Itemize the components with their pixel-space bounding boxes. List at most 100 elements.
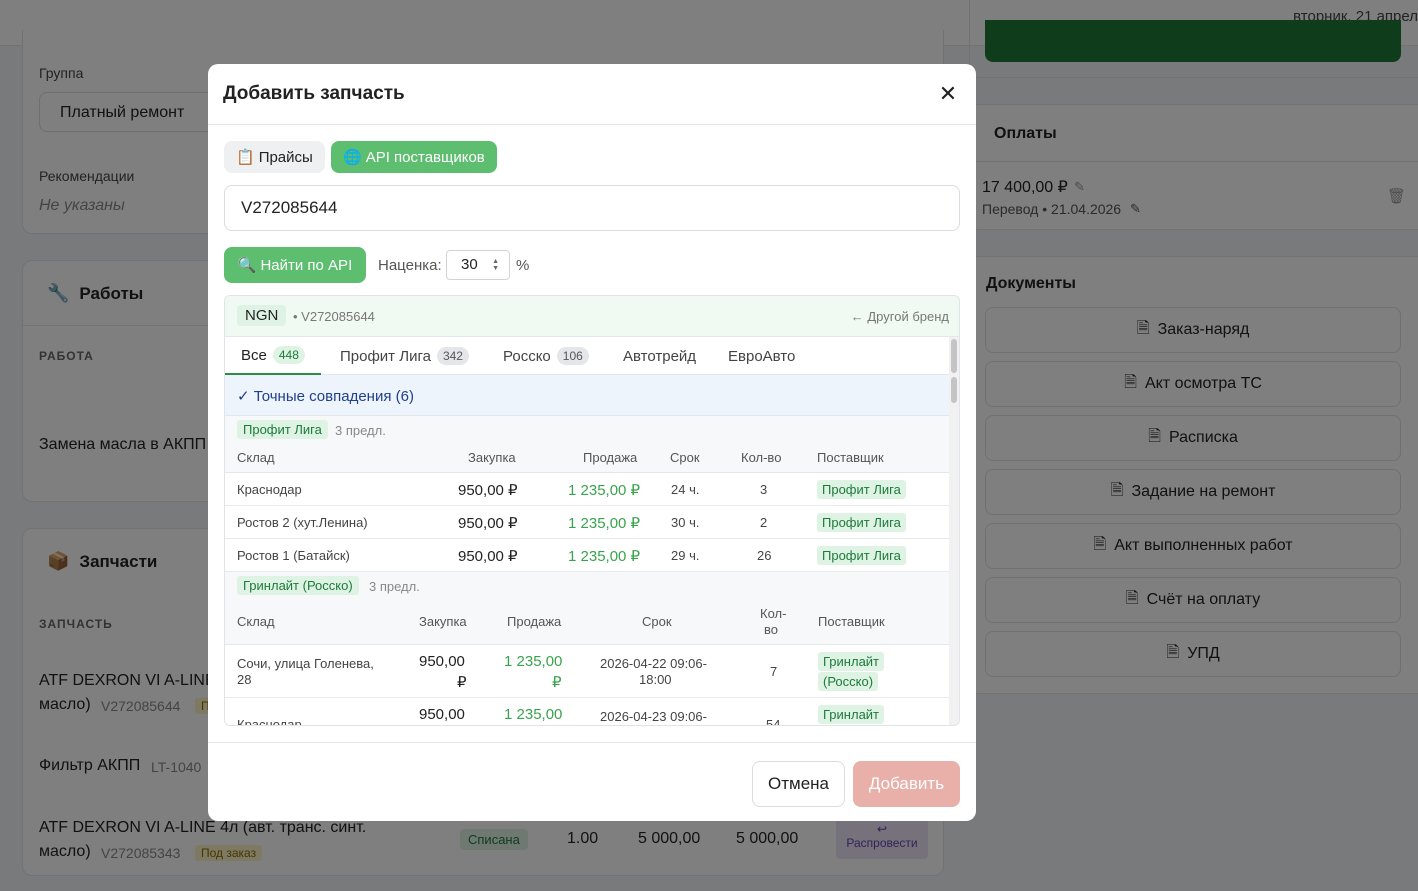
supplier-group-name: Профит Лига [237, 420, 328, 439]
quantity: 7 [770, 664, 778, 679]
warehouse: Ростов 2 (хут.Ленина) [237, 515, 368, 530]
purchase-price: 950,00 ₽ [458, 548, 518, 565]
markup-value: 30 [461, 256, 478, 273]
modal-footer: Отмена Добавить [208, 742, 976, 821]
brand-header: NGN • V272085644 ← Другой бренд [225, 296, 959, 337]
quantity: 26 [757, 548, 772, 563]
term-cont: 18:00 [639, 672, 672, 687]
results-scrollbar[interactable] [949, 337, 959, 725]
col-supplier: Поставщик [817, 450, 884, 465]
sale-price: 1 235,00 [504, 706, 563, 723]
col-purchase: Закупка [468, 450, 516, 465]
add-button[interactable]: Добавить [853, 761, 960, 807]
scrollbar-thumb-inner[interactable] [951, 377, 957, 403]
col-sale: Продажа [583, 450, 638, 465]
tab-rossko[interactable]: Росско 106 [487, 337, 605, 375]
tab-api-label: API поставщиков [365, 148, 485, 166]
supplier-badge-cont: (Росско) [818, 672, 879, 691]
markup-label: Наценка: [378, 257, 442, 274]
offer-count: 3 предл. [335, 423, 386, 438]
column-headers: Склад Закупка Продажа Срок Кол-во Постав… [225, 444, 951, 473]
supplier-tabs: Все 448 Профит Лига 342 Росско 106 Автот… [225, 337, 951, 375]
tab-all[interactable]: Все 448 [225, 337, 321, 375]
tab-supplier-api[interactable]: 🌐 API поставщиков [331, 141, 497, 173]
tab-count: 342 [436, 347, 469, 365]
term: 29 ч. [671, 548, 700, 563]
col-warehouse: Склад [237, 450, 275, 465]
sale-price: 1 235,00 ₽ [568, 548, 641, 565]
tab-label: ЕвроАвто [728, 347, 796, 365]
supplier-badge: Гринлайт [818, 652, 885, 671]
tab-label: Все [241, 346, 267, 364]
quantity: 3 [760, 482, 768, 497]
globe-icon: 🌐 [343, 149, 362, 166]
warehouse-cont: 28 [237, 672, 252, 687]
col-term: Срок [642, 614, 672, 629]
offer-row[interactable]: Краснодар 950,00 1 235,00 2026-04-23 09:… [225, 698, 951, 726]
warehouse: Краснодар [237, 482, 302, 497]
find-button-label: Найти по API [260, 256, 353, 274]
col-warehouse: Склад [237, 614, 275, 629]
term: 2026-04-23 09:06- [600, 709, 707, 724]
supplier-group-name: Гринлайт (Росско) [237, 576, 359, 595]
tab-count: 448 [272, 346, 305, 364]
sale-price: 1 235,00 ₽ [568, 515, 641, 532]
purchase-price: 950,00 ₽ [458, 482, 518, 499]
tab-profit-liga[interactable]: Профит Лига 342 [324, 337, 485, 375]
modal-header: Добавить запчасть ✕ [208, 64, 976, 125]
markup-input[interactable]: 30 ▲ ▼ [446, 250, 510, 280]
brand-article: • V272085644 [293, 309, 375, 324]
purchase-price: 950,00 [419, 653, 465, 670]
term: 24 ч. [671, 482, 700, 497]
col-qty: Кол-во [741, 450, 782, 465]
term: 2026-04-22 09:06- [600, 656, 707, 671]
modal-title: Добавить запчасть [223, 83, 405, 104]
purchase-price: 950,00 [419, 706, 465, 723]
purchase-price: 950,00 ₽ [458, 515, 518, 532]
col-term: Срок [670, 450, 700, 465]
offer-count: 3 предл. [369, 579, 420, 594]
supplier-badge: Профит Лига [817, 546, 906, 565]
supplier-badge: Профит Лига [817, 513, 906, 532]
offer-row[interactable]: Ростов 1 (Батайск) 950,00 ₽ 1 235,00 ₽ 2… [225, 539, 951, 572]
offer-row[interactable]: Ростов 2 (хут.Ленина) 950,00 ₽ 1 235,00 … [225, 506, 951, 539]
stepper-arrows-icon[interactable]: ▲ ▼ [492, 258, 499, 272]
offer-row[interactable]: Краснодар 950,00 ₽ 1 235,00 ₽ 24 ч. 3 Пр… [225, 473, 951, 506]
tab-label: Росско [503, 347, 551, 365]
clipboard-icon: 📋 [236, 149, 255, 166]
col-purchase: Закупка [419, 614, 467, 629]
col-sale: Продажа [507, 614, 562, 629]
sale-price: 1 235,00 ₽ [568, 482, 641, 499]
search-icon: 🔍 [237, 257, 257, 274]
tab-prices-label: Прайсы [258, 148, 313, 166]
tab-count: 106 [556, 347, 589, 365]
close-icon[interactable]: ✕ [938, 81, 958, 106]
add-part-modal: Добавить запчасть ✕ 📋 Прайсы 🌐 API поста… [208, 64, 976, 821]
supplier-badge: Гринлайт [818, 705, 885, 724]
article-search-input[interactable] [224, 185, 960, 231]
offer-row[interactable]: Сочи, улица Голенева, 28 950,00 ₽ 1 235,… [225, 645, 951, 698]
quantity: 54 [766, 717, 781, 726]
other-brand-link[interactable]: ← Другой бренд [850, 309, 949, 324]
find-by-api-button[interactable]: 🔍 Найти по API [224, 247, 366, 283]
sale-currency: ₽ [552, 674, 562, 691]
supplier-group-header: Гринлайт (Росско) 3 предл. [225, 572, 951, 600]
tab-label: Автотрейд [623, 347, 697, 365]
col-qty-line1: Кол- [760, 606, 787, 621]
supplier-group-header: Профит Лига 3 предл. [225, 416, 951, 444]
tab-label: Профит Лига [340, 347, 431, 365]
warehouse: Ростов 1 (Батайск) [237, 548, 350, 563]
cancel-button[interactable]: Отмена [752, 761, 845, 807]
tab-evroavto[interactable]: ЕвроАвто [712, 337, 811, 375]
scrollbar-thumb[interactable] [951, 339, 957, 373]
exact-matches-header[interactable]: ✓ Точные совпадения (6) [225, 375, 951, 416]
brand-badge: NGN [237, 305, 287, 326]
purchase-currency: ₽ [457, 674, 467, 691]
tab-prices[interactable]: 📋 Прайсы [224, 141, 325, 173]
column-headers: Склад Закупка Продажа Срок Кол- во Поста… [225, 600, 951, 645]
results-panel: NGN • V272085644 ← Другой бренд Все 448 … [224, 295, 960, 726]
col-qty-line2: во [764, 622, 778, 637]
sale-price: 1 235,00 [504, 653, 563, 670]
quantity: 2 [760, 515, 768, 530]
tab-avtotreid[interactable]: Автотрейд [607, 337, 712, 375]
